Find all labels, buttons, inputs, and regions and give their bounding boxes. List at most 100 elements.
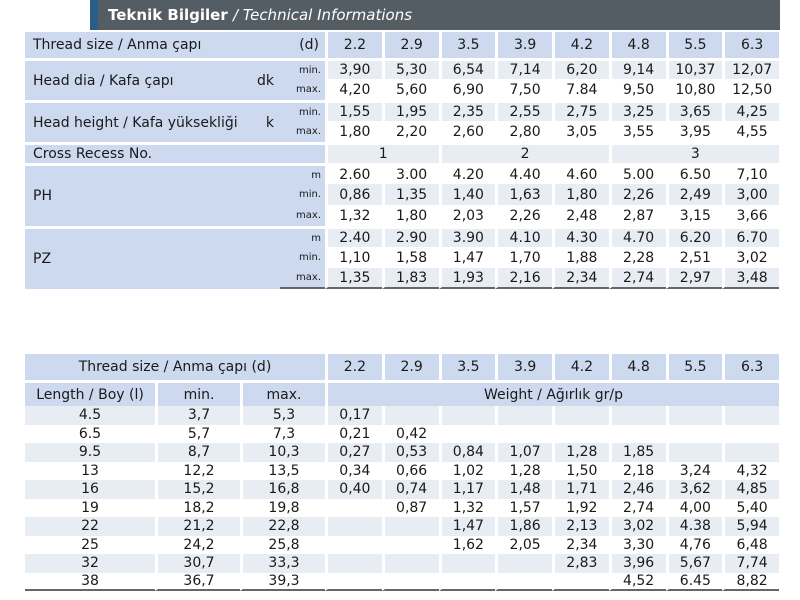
head-dia-min-value: 10,37 xyxy=(665,58,723,79)
ph-max-value: 2,48 xyxy=(552,205,609,226)
length-min-value: 21,2 xyxy=(155,517,240,536)
weight-value: 3,62 xyxy=(665,480,723,499)
pz-min-value: 1,10 xyxy=(325,247,382,268)
weight-value: 6.45 xyxy=(665,572,723,591)
weight-value: 5,67 xyxy=(665,554,723,573)
thread-size-value: 3.5 xyxy=(438,354,496,380)
pz-max-value: 2,74 xyxy=(608,268,666,289)
head-height-max-value: 1,80 xyxy=(325,121,382,142)
head-dia-max-value: 5,60 xyxy=(381,79,439,100)
thread-size-text: Thread size / Anma çapı xyxy=(33,37,202,53)
min-label: min. xyxy=(155,380,240,406)
ph-min-value: 1,63 xyxy=(495,184,552,205)
weight-value: 1,62 xyxy=(438,535,496,554)
thread-size-value: 3.9 xyxy=(495,32,552,58)
ph-m-value: 4.60 xyxy=(552,163,609,184)
table-row: 9.5 8,7 10,3 0,27 0,53 0,84 1,07 1,28 1,85 xyxy=(25,443,779,462)
head-dia-max-value: 7.84 xyxy=(552,79,609,100)
thread-size-label: Thread size / Anma çapı (d) xyxy=(25,37,325,53)
length-max-value: 19,8 xyxy=(240,498,325,517)
head-height-symbol: k xyxy=(265,114,274,131)
weight-value: 5,40 xyxy=(722,498,779,517)
pz-m-value: 4.30 xyxy=(552,226,609,247)
head-height-min-row: Head height / Kafa yüksekliği k min. 1,55 1,… xyxy=(25,100,779,142)
weight-value: 4.38 xyxy=(665,517,723,536)
head-height-min-value: 1,95 xyxy=(381,100,439,121)
ph-min-value: 2,26 xyxy=(608,184,666,205)
table-row: 38 36,7 39,3 4,52 6.45 8,82 xyxy=(25,572,779,591)
length-min-value: 24,2 xyxy=(155,535,240,554)
length-value: 25 xyxy=(25,535,155,554)
head-dia-min-value: 3,90 xyxy=(325,58,382,79)
head-height-max-row: max. 1,80 2,20 2,60 2,80 3,05 3,55 3,95 4,55 xyxy=(25,121,779,142)
head-height-max-value: 2,60 xyxy=(438,121,496,142)
weight-value xyxy=(665,424,723,443)
table-row: 4.5 3,7 5,3 0,17 xyxy=(25,406,779,425)
banner-accent xyxy=(90,0,98,30)
pz-min-value: 2,28 xyxy=(608,247,666,268)
weight-value xyxy=(381,535,439,554)
length-value: 4.5 xyxy=(25,406,155,425)
weight-value xyxy=(552,424,609,443)
length-value: 38 xyxy=(25,572,155,591)
thread-size-value: 6.3 xyxy=(722,354,779,380)
ph-m-value: 7,10 xyxy=(722,163,779,184)
head-dia-min-label: min. xyxy=(280,58,325,79)
weight-value: 0,87 xyxy=(381,498,439,517)
head-dia-label-text: Head dia / Kafa çapı xyxy=(33,72,174,89)
thread-size-value: 2.2 xyxy=(325,354,382,380)
head-height-min-value: 2,35 xyxy=(438,100,496,121)
pz-m-value: 6.20 xyxy=(665,226,723,247)
weight-value xyxy=(608,424,666,443)
table-row: 32 30,7 33,3 2,83 3,96 5,67 7,74 xyxy=(25,554,779,573)
length-max-value: 25,8 xyxy=(240,535,325,554)
head-dia-min-value: 5,30 xyxy=(381,58,439,79)
weight-value xyxy=(722,424,779,443)
thread-size-value: 4.2 xyxy=(552,32,609,58)
head-height-min-value: 3,65 xyxy=(665,100,723,121)
thread-size-value: 4.8 xyxy=(608,32,666,58)
ph-max-value: 3,15 xyxy=(665,205,723,226)
length-min-value: 18,2 xyxy=(155,498,240,517)
pz-min-value: 1,88 xyxy=(552,247,609,268)
table-row: 13 12,2 13,5 0,34 0,66 1,02 1,28 1,50 2,18 3,24 4,… xyxy=(25,461,779,480)
weight-value xyxy=(381,517,439,536)
weight-value: 4,32 xyxy=(722,461,779,480)
weight-value xyxy=(608,406,666,425)
weight-value xyxy=(381,572,439,591)
weight-value xyxy=(495,406,552,425)
cross-recess-group: 1 xyxy=(325,142,439,163)
ph-label-cell: PH xyxy=(25,163,280,226)
ph-m-label: m xyxy=(280,163,325,184)
weight-value xyxy=(325,554,382,573)
table-row: 22 21,2 22,8 1,47 1,86 2,13 3,02 4.38 5,94 xyxy=(25,517,779,536)
ph-m-value: 2.60 xyxy=(325,163,382,184)
pz-min-label: min. xyxy=(280,247,325,268)
weight-value: 1,47 xyxy=(438,517,496,536)
weight-value xyxy=(552,406,609,425)
weight-header-row: Thread size / Anma çapı (d) 2.2 2.9 3.5 3.9 4… xyxy=(25,354,779,380)
head-height-max-value: 3,55 xyxy=(608,121,666,142)
pz-m-label: m xyxy=(280,226,325,247)
head-height-max-value: 3,05 xyxy=(552,121,609,142)
ph-m-row: PH m 2.60 3.00 4.20 4.40 4.60 5.00 6.50 7,10 xyxy=(25,163,779,226)
length-min-value: 8,7 xyxy=(155,443,240,462)
ph-m-value: 5.00 xyxy=(608,163,666,184)
thread-size-label-cell: Thread size / Anma çapı (d) xyxy=(25,32,325,58)
pz-m-value: 2.90 xyxy=(381,226,439,247)
weight-value xyxy=(438,572,496,591)
weight-value: 0,40 xyxy=(325,480,382,499)
cross-recess-group: 2 xyxy=(438,142,609,163)
pz-min-row: min. 1,10 1,58 1,47 1,70 1,88 2,28 2,51 3,02 xyxy=(25,247,779,268)
head-dia-min-value: 12,07 xyxy=(722,58,779,79)
head-dia-min-value: 6,54 xyxy=(438,58,496,79)
pz-label-cell: PZ xyxy=(25,226,280,289)
weight-value: 7,74 xyxy=(722,554,779,573)
length-max-value: 13,5 xyxy=(240,461,325,480)
ph-max-value: 2,87 xyxy=(608,205,666,226)
ph-max-value: 1,32 xyxy=(325,205,382,226)
pz-max-label: max. xyxy=(280,268,325,289)
ph-max-value: 3,66 xyxy=(722,205,779,226)
length-min-value: 30,7 xyxy=(155,554,240,573)
weight-table: Thread size / Anma çapı (d) 2.2 2.9 3.5 3.9 4… xyxy=(25,354,779,591)
